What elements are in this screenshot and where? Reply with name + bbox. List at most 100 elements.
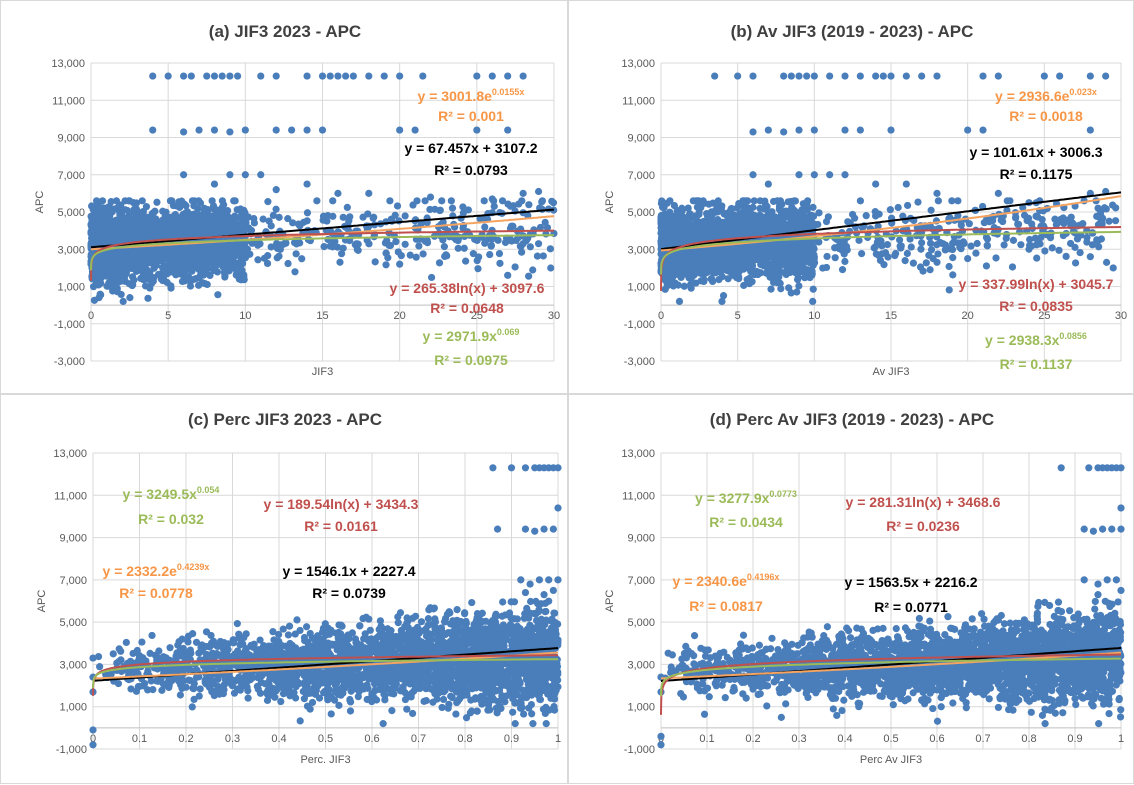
scatter-point xyxy=(823,253,830,260)
scatter-point xyxy=(127,231,134,238)
scatter-point xyxy=(810,286,817,293)
scatter-point xyxy=(273,126,280,133)
scatter-point xyxy=(520,240,527,247)
scatter-point xyxy=(470,250,477,257)
scatter-point xyxy=(419,72,426,79)
scatter-point xyxy=(264,198,271,205)
scatter-point xyxy=(296,239,303,246)
scatter-point xyxy=(112,217,119,224)
scatter-point xyxy=(529,266,536,273)
scatter-point xyxy=(211,126,218,133)
scatter-point xyxy=(383,250,390,257)
scatter-point xyxy=(756,212,763,219)
scatter-point xyxy=(896,236,903,243)
scatter-point xyxy=(983,262,990,269)
scatter-point xyxy=(149,210,156,217)
y-tick-label: 13,000 xyxy=(51,58,85,70)
scatter-point xyxy=(241,276,248,283)
scatter-point xyxy=(1033,255,1040,262)
scatter-point xyxy=(412,126,419,133)
scatter-point xyxy=(273,72,280,79)
scatter-point xyxy=(257,72,264,79)
scatter-point xyxy=(1112,204,1119,211)
y-axis-label: APC xyxy=(34,191,46,214)
y-tick-label: 1,000 xyxy=(57,282,85,294)
scatter-point xyxy=(201,211,208,218)
scatter-point xyxy=(1074,235,1081,242)
scatter-point xyxy=(1095,243,1102,250)
y-tick-label: -1,000 xyxy=(624,319,655,331)
scatter-point xyxy=(303,126,310,133)
scatter-point xyxy=(935,197,942,204)
chart-panel-b: (b) Av JIF3 (2019 - 2023) - APC-3,000-1,… xyxy=(568,0,1134,394)
scatter-point xyxy=(967,243,974,250)
scatter-point xyxy=(172,211,179,218)
scatter-point xyxy=(857,197,864,204)
scatter-point xyxy=(542,219,549,226)
scatter-point xyxy=(917,246,924,253)
scatter-point xyxy=(488,243,495,250)
scatter-point xyxy=(394,202,401,209)
scatter-point xyxy=(839,266,846,273)
scatter-point xyxy=(153,255,160,262)
x-tick-label: 15 xyxy=(885,310,897,322)
scatter-point xyxy=(234,72,241,79)
x-axis-label: JIF3 xyxy=(312,366,333,378)
scatter-point xyxy=(268,222,275,229)
scatter-point xyxy=(340,245,347,252)
scatter-point xyxy=(773,279,780,286)
trendline-equation: y = 2971.9x0.069 xyxy=(423,327,520,344)
x-tick-label: 30 xyxy=(1115,310,1127,322)
scatter-point xyxy=(937,240,944,247)
scatter-point xyxy=(226,171,233,178)
scatter-point xyxy=(709,278,716,285)
scatter-point xyxy=(235,262,242,269)
scatter-point xyxy=(849,211,856,218)
y-tick-label: -3,000 xyxy=(624,356,655,368)
scatter-point xyxy=(396,126,403,133)
scatter-point xyxy=(303,180,310,187)
scatter-point xyxy=(141,247,148,254)
scatter-point xyxy=(159,217,166,224)
scatter-point xyxy=(144,221,151,228)
scatter-point xyxy=(1063,253,1070,260)
scatter-point xyxy=(120,298,127,305)
scatter-point xyxy=(678,205,685,212)
scatter-point xyxy=(1006,197,1013,204)
scatter-point xyxy=(1010,237,1017,244)
scatter-point xyxy=(1017,241,1024,248)
scatter-point xyxy=(203,72,210,79)
y-tick-label: 13,000 xyxy=(621,58,655,70)
scatter-point xyxy=(241,243,248,250)
scatter-point xyxy=(777,285,784,292)
scatter-point xyxy=(354,246,361,253)
scatter-point xyxy=(504,272,511,279)
scatter-point xyxy=(1110,264,1117,271)
y-tick-label: 5,000 xyxy=(57,207,85,219)
scatter-point xyxy=(923,259,930,266)
scatter-point xyxy=(895,204,902,211)
scatter-point xyxy=(329,197,336,204)
scatter-point xyxy=(145,254,152,261)
scatter-point xyxy=(131,217,138,224)
scatter-point xyxy=(902,257,909,264)
scatter-point xyxy=(226,72,233,79)
scatter-point xyxy=(180,171,187,178)
scatter-point xyxy=(291,268,298,275)
scatter-point xyxy=(448,197,455,204)
scatter-point xyxy=(496,260,503,267)
scatter-point xyxy=(319,126,326,133)
scatter-point xyxy=(270,212,277,219)
trendline-r2: R² = 0.0648 xyxy=(430,300,504,316)
scatter-point xyxy=(103,210,110,217)
scatter-point xyxy=(696,209,703,216)
scatter-point xyxy=(381,72,388,79)
scatter-point xyxy=(180,224,187,231)
scatter-point xyxy=(111,250,118,257)
scatter-point xyxy=(999,218,1006,225)
scatter-point xyxy=(211,180,218,187)
scatter-point xyxy=(130,199,137,206)
scatter-point xyxy=(882,249,889,256)
scatter-point xyxy=(327,72,334,79)
scatter-point xyxy=(149,72,156,79)
